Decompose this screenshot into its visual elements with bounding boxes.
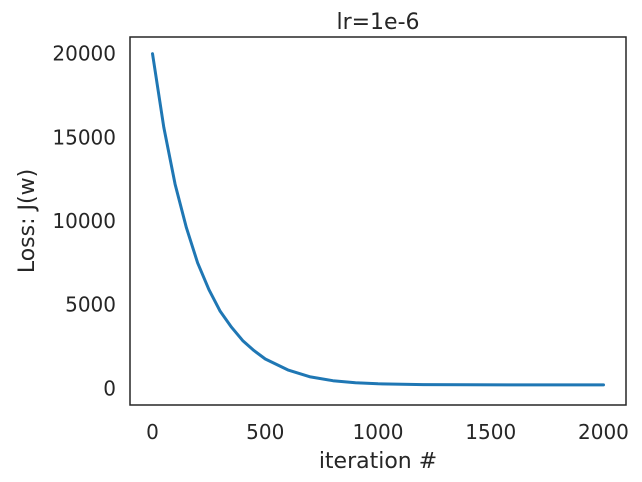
x-tick-label: 500 [246,420,284,444]
chart-title: lr=1e-6 [336,10,419,35]
y-tick-label: 15000 [52,125,116,149]
x-tick-label: 0 [146,420,159,444]
x-tick-label: 1000 [353,420,404,444]
loss-series-line [151,52,605,387]
y-tick-label: 0 [103,376,116,400]
x-axis-ticks: 0 500 1000 1500 2000 [146,420,629,444]
y-axis-label: Loss: J(w) [15,169,40,273]
y-tick-label: 5000 [65,293,116,317]
x-tick-label: 2000 [578,420,629,444]
x-axis-label: iteration # [319,449,437,474]
y-axis-ticks: 0 5000 10000 15000 20000 [52,42,116,401]
y-tick-label: 10000 [52,209,116,233]
x-tick-label: 1500 [465,420,516,444]
y-tick-label: 20000 [52,42,116,66]
plot-frame [129,36,627,406]
